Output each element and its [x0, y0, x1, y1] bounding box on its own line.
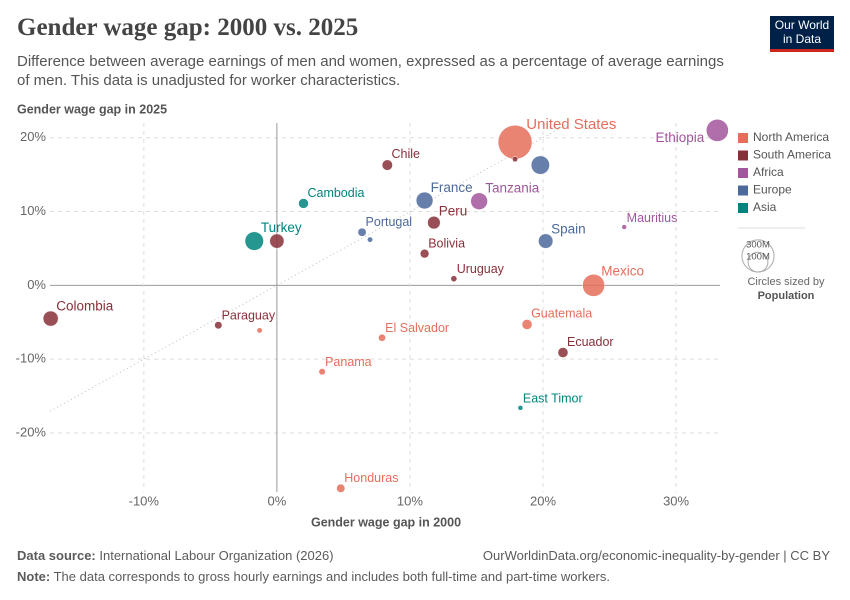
data-point[interactable]: [244, 231, 264, 251]
data-point[interactable]: [706, 119, 729, 142]
data-point[interactable]: [621, 224, 627, 230]
x-tick-label: 10%: [397, 493, 423, 508]
legend-label[interactable]: Africa: [753, 165, 784, 179]
point-label: Spain: [551, 221, 586, 236]
data-point[interactable]: [367, 236, 373, 243]
point-label: Uruguay: [457, 262, 505, 276]
legend-swatch[interactable]: [738, 168, 748, 178]
data-point[interactable]: [318, 368, 326, 376]
point-label: Mexico: [601, 263, 644, 278]
point-label: Mauritius: [627, 211, 678, 225]
size-legend-title: Circles sized by: [747, 276, 825, 288]
data-point[interactable]: [214, 321, 223, 330]
data-point[interactable]: [512, 156, 519, 163]
legend-swatch[interactable]: [738, 150, 748, 161]
note-label: Note:: [17, 569, 51, 584]
point-label: Paraguay: [222, 308, 276, 322]
y-tick-label: 0%: [27, 277, 46, 292]
data-point[interactable]: [582, 274, 605, 297]
size-legend-variable: Population: [758, 290, 815, 302]
y-tick-label: 20%: [20, 129, 46, 144]
data-point[interactable]: [381, 159, 393, 171]
point-label: Panama: [325, 355, 372, 369]
data-point[interactable]: [336, 483, 346, 493]
legend-swatch[interactable]: [738, 133, 748, 143]
x-tick-label: 30%: [663, 493, 689, 508]
point-label: El Salvador: [385, 321, 449, 335]
size-legend-circle: [747, 251, 769, 273]
point-label: Honduras: [344, 471, 398, 485]
point-label: Guatemala: [531, 307, 592, 321]
data-point[interactable]: [517, 405, 524, 411]
data-point[interactable]: [378, 333, 386, 342]
legend-label[interactable]: Europe: [753, 183, 792, 197]
point-label: Tanzania: [485, 181, 540, 196]
source: Data source: International Labour Organi…: [17, 548, 334, 563]
size-legend-label: 300M: [746, 239, 770, 250]
x-axis-label: Gender wage gap in 2000: [311, 515, 461, 529]
point-label: Chile: [391, 147, 420, 161]
data-point[interactable]: [269, 233, 285, 249]
data-point[interactable]: [530, 155, 550, 175]
point-label: Cambodia: [307, 186, 364, 200]
chart-subtitle: Difference between average earnings of m…: [17, 53, 724, 89]
data-point[interactable]: [419, 248, 430, 259]
legend-label[interactable]: Asia: [753, 200, 777, 214]
x-tick-label: 20%: [530, 493, 556, 508]
legend-swatch[interactable]: [738, 203, 748, 213]
logo[interactable]: Our World in Data: [770, 16, 834, 52]
source-label: Data source:: [17, 548, 96, 563]
data-point[interactable]: [521, 319, 533, 330]
point-label: Peru: [439, 203, 468, 218]
legend-label[interactable]: South America: [753, 148, 831, 162]
point-label: Turkey: [261, 220, 302, 235]
data-point[interactable]: [450, 275, 458, 283]
data-point[interactable]: [298, 198, 309, 209]
data-point[interactable]: [42, 310, 59, 327]
logo-line: in Data: [782, 32, 822, 46]
point-label: Portugal: [366, 215, 413, 229]
point-label: France: [431, 180, 473, 195]
chart: Gender wage gap in 2025 Gender wage gap …: [16, 102, 832, 529]
data-point[interactable]: [557, 347, 569, 358]
url[interactable]: OurWorldinData.org/economic-inequality-b…: [482, 548, 830, 563]
data-point[interactable]: [538, 233, 554, 249]
y-axis-label: Gender wage gap in 2025: [17, 102, 167, 116]
data-point[interactable]: [357, 227, 367, 237]
point-label: Colombia: [56, 299, 114, 314]
y-tick-label: -10%: [16, 351, 47, 366]
legend-swatch[interactable]: [738, 185, 748, 196]
size-legend-label: 100M: [746, 252, 770, 263]
data-point[interactable]: [415, 191, 434, 210]
point-label: Bolivia: [428, 236, 465, 250]
x-tick-label: -10%: [129, 493, 160, 508]
source-text: International Labour Organization (2026): [99, 548, 334, 563]
logo-line: Our World: [774, 18, 830, 32]
data-point[interactable]: [427, 215, 441, 230]
data-point[interactable]: [256, 327, 263, 334]
x-tick-label: 0%: [267, 493, 286, 508]
point-label: East Timor: [523, 392, 583, 406]
point-label: Ecuador: [567, 335, 614, 349]
data-point[interactable]: [470, 192, 488, 210]
point-label: United States: [526, 116, 616, 133]
chart-title: Gender wage gap: 2000 vs. 2025: [17, 14, 359, 41]
note-text: The data corresponds to gross hourly ear…: [53, 569, 611, 584]
y-tick-label: 10%: [20, 203, 46, 218]
y-tick-label: -20%: [16, 424, 47, 439]
legend-label[interactable]: North America: [753, 130, 829, 144]
note: Note: The data corresponds to gross hour…: [17, 569, 610, 584]
point-label: Ethiopia: [655, 130, 704, 145]
